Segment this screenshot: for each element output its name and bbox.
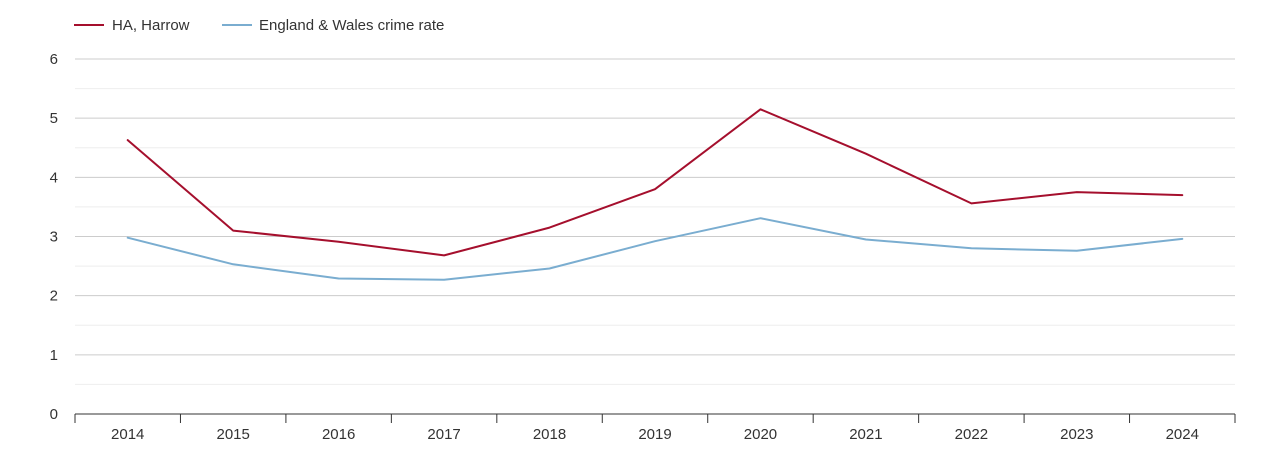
legend: HA, Harrow England & Wales crime rate	[74, 17, 444, 34]
legend-label-england-wales: England & Wales crime rate	[259, 17, 444, 34]
series-line-harrow	[126, 108, 1184, 257]
x-tick-label: 2021	[849, 426, 882, 443]
x-tick-label: 2014	[111, 426, 144, 443]
y-tick-label: 2	[50, 288, 58, 305]
series-line-england-wales	[126, 217, 1184, 281]
x-tick-label: 2018	[533, 426, 566, 443]
legend-label-harrow: HA, Harrow	[112, 17, 190, 34]
y-axis-ticks: 0 1 2 3 4 5 6	[50, 51, 58, 423]
legend-item-harrow: HA, Harrow	[74, 17, 190, 34]
y-tick-label: 1	[50, 347, 58, 364]
y-tick-label: 4	[50, 169, 58, 186]
y-tick-label: 5	[50, 110, 58, 127]
x-tick-label: 2019	[638, 426, 671, 443]
legend-item-england-wales: England & Wales crime rate	[222, 17, 444, 34]
x-tick-label: 2017	[427, 426, 460, 443]
series-lines	[126, 108, 1184, 281]
x-tick-label: 2024	[1166, 426, 1199, 443]
x-axis-ticks: 2014 2015 2016 2017 2018 2019 2020 2021 2022 2023…	[74, 414, 1236, 443]
gridlines	[75, 58, 1235, 415]
x-tick-label: 2023	[1060, 426, 1093, 443]
x-tick-label: 2015	[216, 426, 249, 443]
x-tick-label: 2016	[322, 426, 355, 443]
x-tick-label: 2022	[955, 426, 988, 443]
y-tick-label: 3	[50, 229, 58, 246]
y-tick-label: 0	[50, 406, 58, 423]
y-tick-label: 6	[50, 51, 58, 68]
x-tick-label: 2020	[744, 426, 777, 443]
